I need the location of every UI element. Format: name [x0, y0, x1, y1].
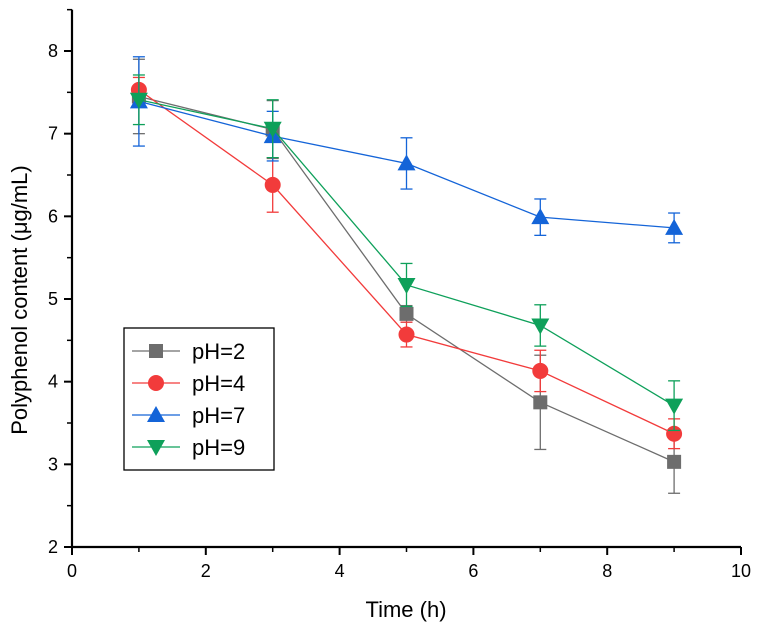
x-tick-label: 6	[468, 561, 478, 581]
x-tick-label: 8	[602, 561, 612, 581]
data-point	[533, 395, 548, 410]
legend-label: pH=7	[192, 403, 245, 428]
legend-label: pH=4	[192, 371, 245, 396]
x-tick-label: 2	[201, 561, 211, 581]
y-tick-label: 8	[48, 41, 58, 61]
data-point	[666, 425, 683, 442]
series-pH-4	[130, 76, 683, 450]
y-tick-label: 7	[48, 124, 58, 144]
series-pH-9	[129, 74, 684, 432]
data-point	[398, 326, 415, 343]
y-tick-label: 2	[48, 537, 58, 557]
series-layer	[129, 56, 684, 494]
x-tick-label: 10	[731, 561, 751, 581]
legend: pH=2 pH=4 pH=7 pH=9	[123, 327, 275, 471]
y-tick-label: 3	[48, 454, 58, 474]
data-point	[397, 154, 416, 171]
data-point	[532, 362, 549, 379]
data-point	[399, 306, 414, 321]
data-point	[264, 176, 281, 193]
x-tick-label: 4	[335, 561, 345, 581]
y-tick-label: 6	[48, 206, 58, 226]
legend-marker	[149, 344, 163, 358]
data-point	[397, 277, 416, 294]
series-pH-7	[129, 56, 684, 244]
legend-label: pH=9	[192, 435, 245, 460]
data-point	[665, 398, 684, 415]
data-point	[263, 121, 282, 138]
x-axis-label: Time (h)	[365, 597, 446, 622]
data-point	[531, 208, 550, 225]
data-point	[129, 92, 148, 109]
data-point	[667, 454, 682, 469]
data-point	[531, 318, 550, 335]
y-tick-label: 4	[48, 372, 58, 392]
legend-marker	[147, 406, 165, 422]
legend-marker	[147, 440, 165, 456]
x-tick-label: 0	[67, 561, 77, 581]
data-point	[665, 218, 684, 235]
y-tick-label: 5	[48, 289, 58, 309]
legend-label: pH=2	[192, 339, 245, 364]
legend-marker	[148, 375, 164, 391]
y-axis-label: Polyphenol content (μg/mL)	[7, 165, 32, 435]
